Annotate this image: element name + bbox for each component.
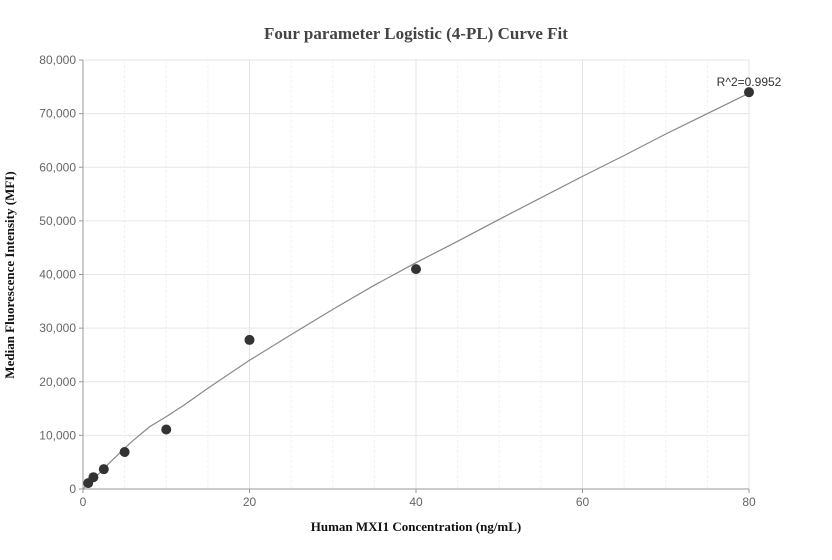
data-point (244, 334, 255, 345)
y-axis-title: Median Fluorescence Intensity (MFI) (2, 171, 17, 378)
y-gridlines (83, 59, 749, 436)
x-tick-label: 0 (80, 495, 87, 509)
data-point (98, 464, 109, 475)
data-point (744, 87, 754, 98)
x-tick-labels: 0 20 40 60 80 (80, 495, 756, 509)
y-tick-label: 0 (69, 482, 76, 496)
y-tick-label: 10,000 (39, 428, 76, 442)
y-tick-label: 80,000 (39, 53, 76, 67)
data-point (411, 264, 421, 275)
y-tick-labels: 0 10,000 20,000 30,000 40,000 50,000 60,000 70,… (39, 53, 76, 496)
data-point (161, 424, 172, 435)
y-tick-label: 50,000 (39, 214, 76, 228)
y-tick-label: 70,000 (39, 107, 76, 121)
x-axis-title: Human MXI1 Concentration (ng/mL) (311, 519, 522, 534)
y-tick-label: 30,000 (39, 321, 76, 335)
y-tick-label: 60,000 (39, 160, 76, 174)
data-point (119, 446, 130, 457)
axes (79, 59, 750, 493)
x-tick-label: 60 (576, 495, 590, 509)
x-tick-label: 80 (742, 495, 756, 509)
x-tick-label: 20 (243, 495, 257, 509)
fit-curve-layer (82, 92, 750, 490)
x-tick-label: 40 (409, 495, 423, 509)
data-point (88, 472, 99, 483)
y-tick-label: 20,000 (39, 375, 76, 389)
fit-curve (82, 92, 750, 490)
y-tick-label: 40,000 (39, 268, 76, 282)
data-points-layer (83, 87, 754, 489)
r-squared-annotation: R^2=0.9952 (717, 75, 782, 89)
chart-title: Four parameter Logistic (4-PL) Curve Fit (264, 24, 568, 43)
